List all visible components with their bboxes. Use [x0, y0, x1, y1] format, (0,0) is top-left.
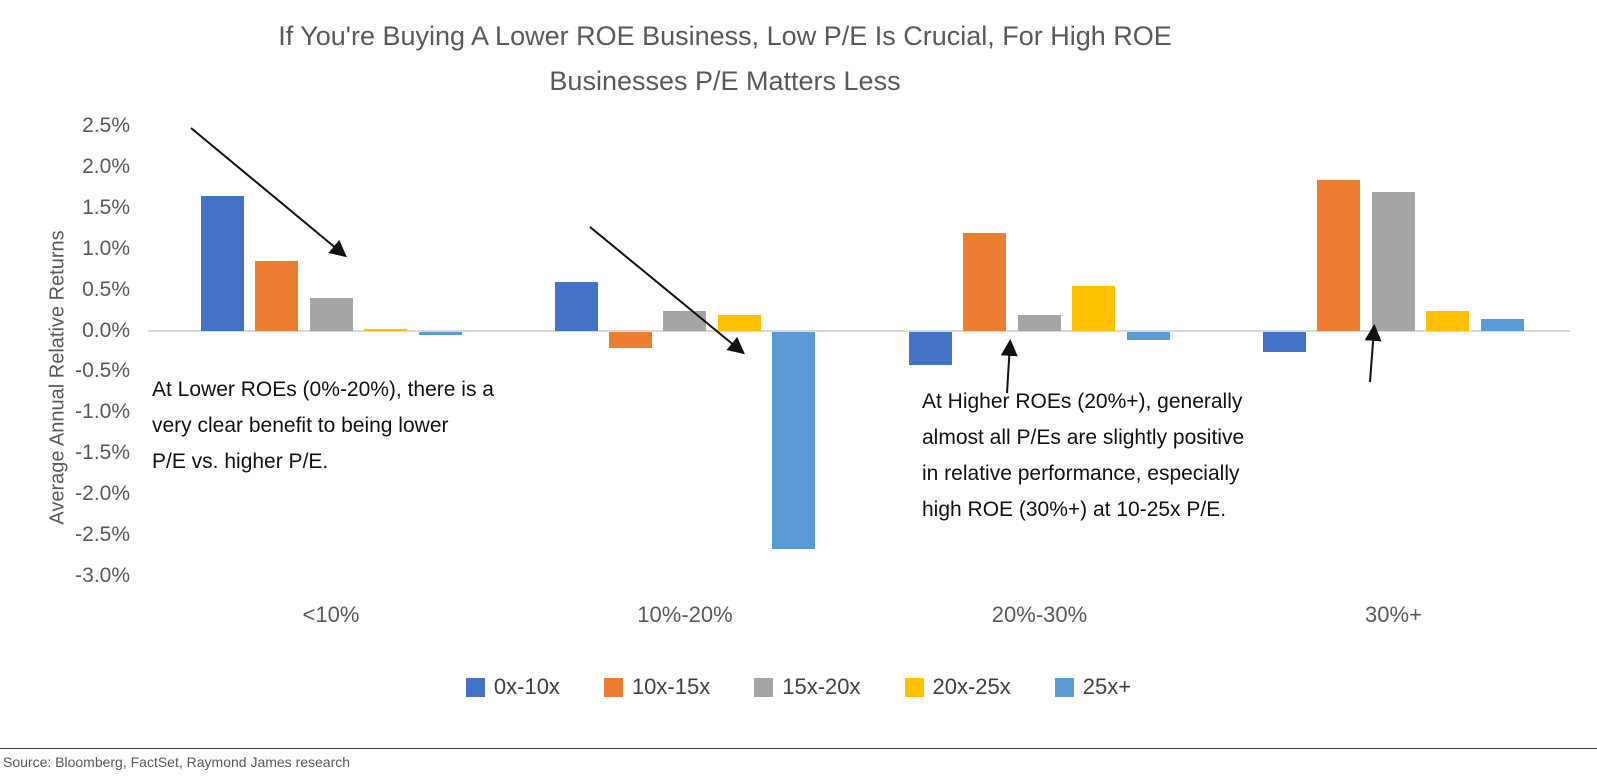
y-tick-label: 1.0% [82, 236, 130, 260]
bar-0x-10x-10%-20% [554, 281, 598, 331]
bar-15x-20x-10%-20% [663, 310, 707, 331]
y-tick-label: -1.5% [75, 441, 130, 465]
legend-label: 0x-10x [493, 674, 560, 699]
bar-20x-25x-<10% [364, 328, 408, 331]
legend-item-0x-10x: 0x-10x [465, 674, 560, 700]
source-text: Source: Bloomberg, FactSet, Raymond Jame… [3, 754, 351, 770]
bar-15x-20x-<10% [309, 298, 353, 331]
x-category-label: <10% [302, 602, 360, 627]
legend-label: 25x+ [1082, 674, 1132, 699]
legend-item-10x-15x: 10x-15x [603, 674, 711, 700]
x-category-label: 10%-20% [637, 602, 733, 627]
zero-axis-line [148, 330, 1570, 332]
legend-swatch-icon [904, 677, 924, 697]
arrow-higher-roe-2-icon [1364, 323, 1382, 383]
y-tick-label: 2.0% [82, 154, 130, 178]
legend-item-20x-25x: 20x-25x [904, 674, 1011, 700]
bar-10x-15x-10%-20% [608, 332, 652, 349]
bar-15x-20x-20%-30% [1017, 314, 1061, 331]
bar-25x+-<10% [418, 332, 462, 335]
annotation-higher-roe: At Higher ROEs (20%+), generally almost … [922, 390, 1245, 521]
y-tick-label: 1.5% [82, 195, 130, 219]
legend-item-15x-20x: 15x-20x [754, 674, 861, 700]
bar-20x-25x-20%-30% [1072, 286, 1116, 331]
bar-20x-25x-10%-20% [717, 314, 761, 331]
y-tick-label: -2.5% [75, 523, 130, 546]
bar-0x-10x-<10% [201, 196, 244, 331]
legend-swatch-icon [1054, 677, 1074, 697]
legend-item-25x+: 25x+ [1054, 674, 1132, 700]
bar-25x+-10%-20% [772, 332, 816, 549]
chart-legend: 0x-10x 10x-15x 15x-20x 20x-25x 25x+ [0, 674, 1597, 700]
y-tick-label: 0.0% [82, 318, 130, 342]
legend-label: 20x-25x [932, 674, 1011, 699]
bar-0x-10x-30%+ [1263, 332, 1306, 353]
legend-label: 10x-15x [631, 674, 711, 699]
bar-15x-20x-30%+ [1371, 191, 1415, 331]
y-tick-label: 2.5% [82, 114, 130, 137]
x-category-label: 20%-30% [991, 602, 1088, 627]
y-tick-label: -0.5% [75, 359, 130, 383]
bar-25x+-20%-30% [1126, 332, 1170, 341]
annotation-lower-roe: At Lower ROEs (0%-20%), there is a very … [152, 378, 494, 473]
y-tick-label: 0.5% [82, 277, 130, 301]
y-tick-label: -3.0% [75, 563, 130, 587]
chart-title: If You're Buying A Lower ROE Business, L… [278, 21, 1172, 96]
bar-10x-15x-<10% [255, 261, 299, 331]
legend-swatch-icon [603, 677, 623, 697]
y-tick-label: -2.0% [75, 482, 130, 506]
bar-25x+-30%+ [1480, 318, 1524, 331]
y-tick-label: -1.0% [75, 400, 130, 424]
bar-10x-15x-30%+ [1317, 179, 1361, 331]
footer-divider [0, 748, 1597, 749]
bar-0x-10x-20%-30% [909, 332, 952, 365]
x-category-label: 30%+ [1365, 602, 1422, 627]
legend-label: 15x-20x [782, 674, 861, 699]
bar-20x-25x-30%+ [1426, 310, 1470, 331]
legend-swatch-icon [465, 677, 485, 697]
legend-swatch-icon [754, 677, 774, 697]
bar-10x-15x-20%-30% [963, 232, 1007, 331]
